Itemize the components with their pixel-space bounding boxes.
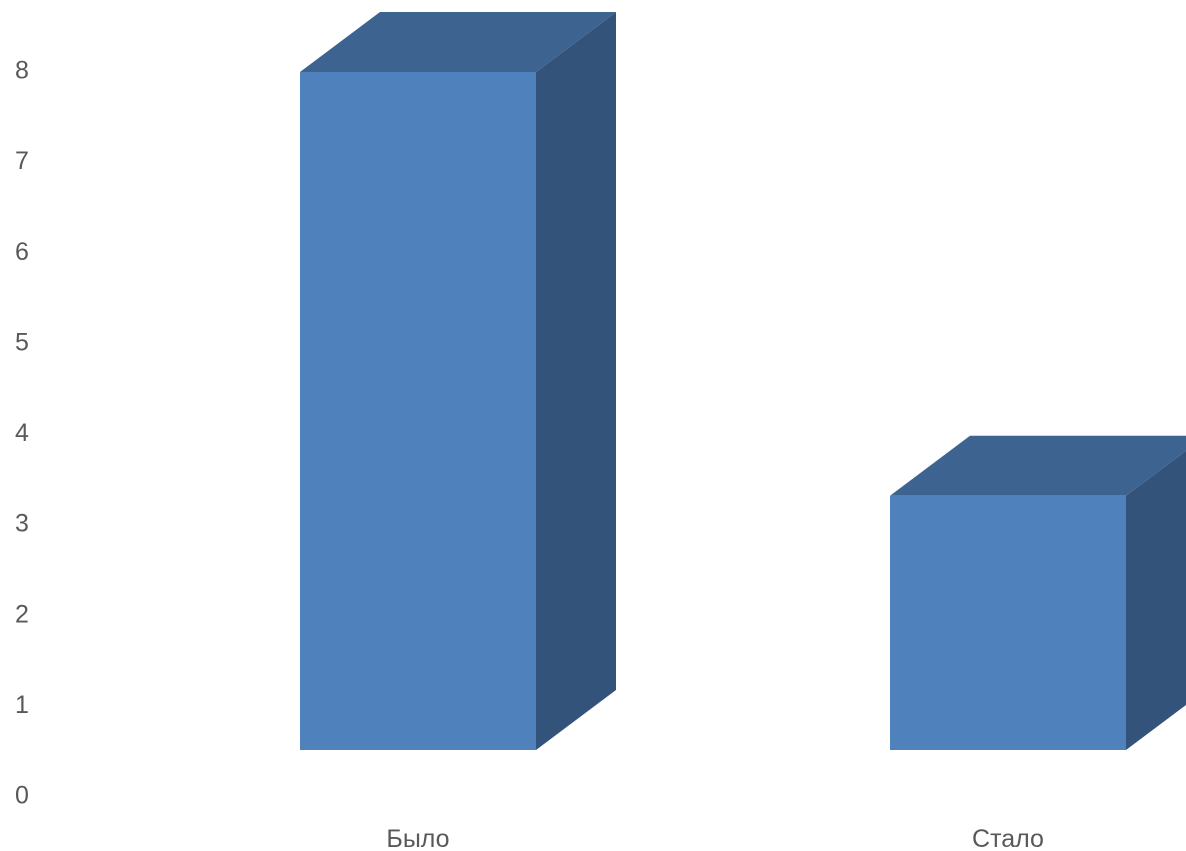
y-tick-label: 8 <box>15 57 29 85</box>
y-tick-label: 3 <box>15 510 29 538</box>
y-tick-label: 4 <box>15 419 29 447</box>
x-category-label: Было <box>386 825 449 851</box>
bar <box>890 435 1186 750</box>
y-tick-label: 1 <box>15 691 29 719</box>
y-tick-label: 6 <box>15 238 29 266</box>
x-axis-category-labels: Было Стало <box>386 825 1044 851</box>
y-axis-tick-labels: 0 1 2 3 4 5 6 7 8 <box>15 57 29 810</box>
bar <box>300 12 616 750</box>
y-tick-label: 7 <box>15 147 29 175</box>
bar-front-face <box>300 72 536 750</box>
bar-top-face <box>890 435 1186 496</box>
y-tick-label: 5 <box>15 328 29 356</box>
y-tick-label: 0 <box>15 782 29 810</box>
y-tick-label: 2 <box>15 600 29 628</box>
bar-side-face <box>536 12 616 750</box>
bar-top-face <box>300 12 616 72</box>
bar-series <box>300 12 1186 750</box>
bar-side-face <box>1126 450 1186 750</box>
x-category-label: Стало <box>972 825 1044 851</box>
bar-front-face <box>890 495 1126 750</box>
